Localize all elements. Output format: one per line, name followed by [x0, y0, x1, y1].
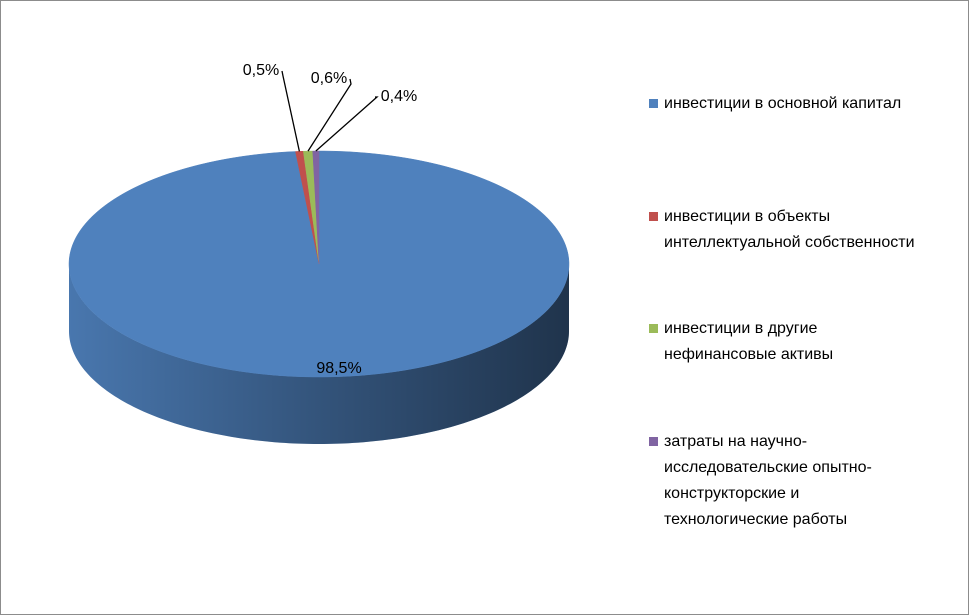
legend-swatch: [649, 437, 658, 446]
data-label: 0,6%: [311, 70, 347, 87]
data-label: 0,4%: [381, 88, 417, 105]
data-label: 0,5%: [243, 62, 279, 79]
legend-label: затраты на научно-исследовательские опыт…: [664, 433, 872, 528]
leader-line: [281, 70, 301, 152]
legend-swatch: [649, 99, 658, 108]
legend-label: инвестиции в другие нефинансовые активы: [664, 320, 834, 363]
leader-line: [307, 78, 352, 152]
legend-label: инвестиции в объекты интеллектуальной со…: [664, 208, 915, 251]
legend-swatch: [649, 212, 658, 221]
leader-line: [315, 96, 379, 152]
legend-swatch: [649, 324, 658, 333]
data-label: 98,5%: [316, 360, 361, 377]
legend-label: инвестиции в основной капитал: [664, 95, 902, 112]
slice-side-shade: [69, 264, 569, 444]
